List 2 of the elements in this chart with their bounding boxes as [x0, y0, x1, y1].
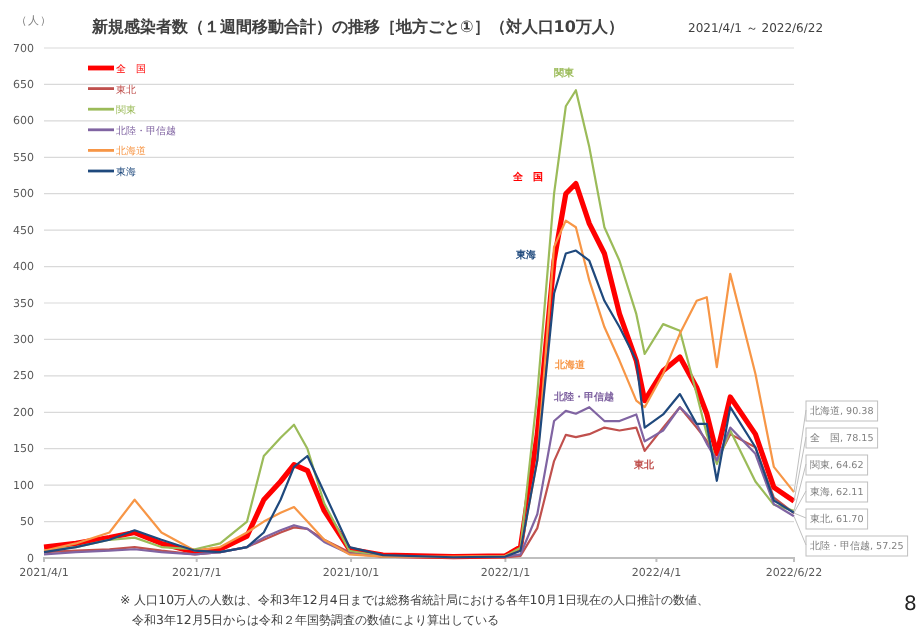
text: 8	[904, 594, 917, 616]
chart-title: 新規感染者数（１週間移動合計）の推移［地方ごと①］（対人口10万人）	[90, 16, 624, 36]
